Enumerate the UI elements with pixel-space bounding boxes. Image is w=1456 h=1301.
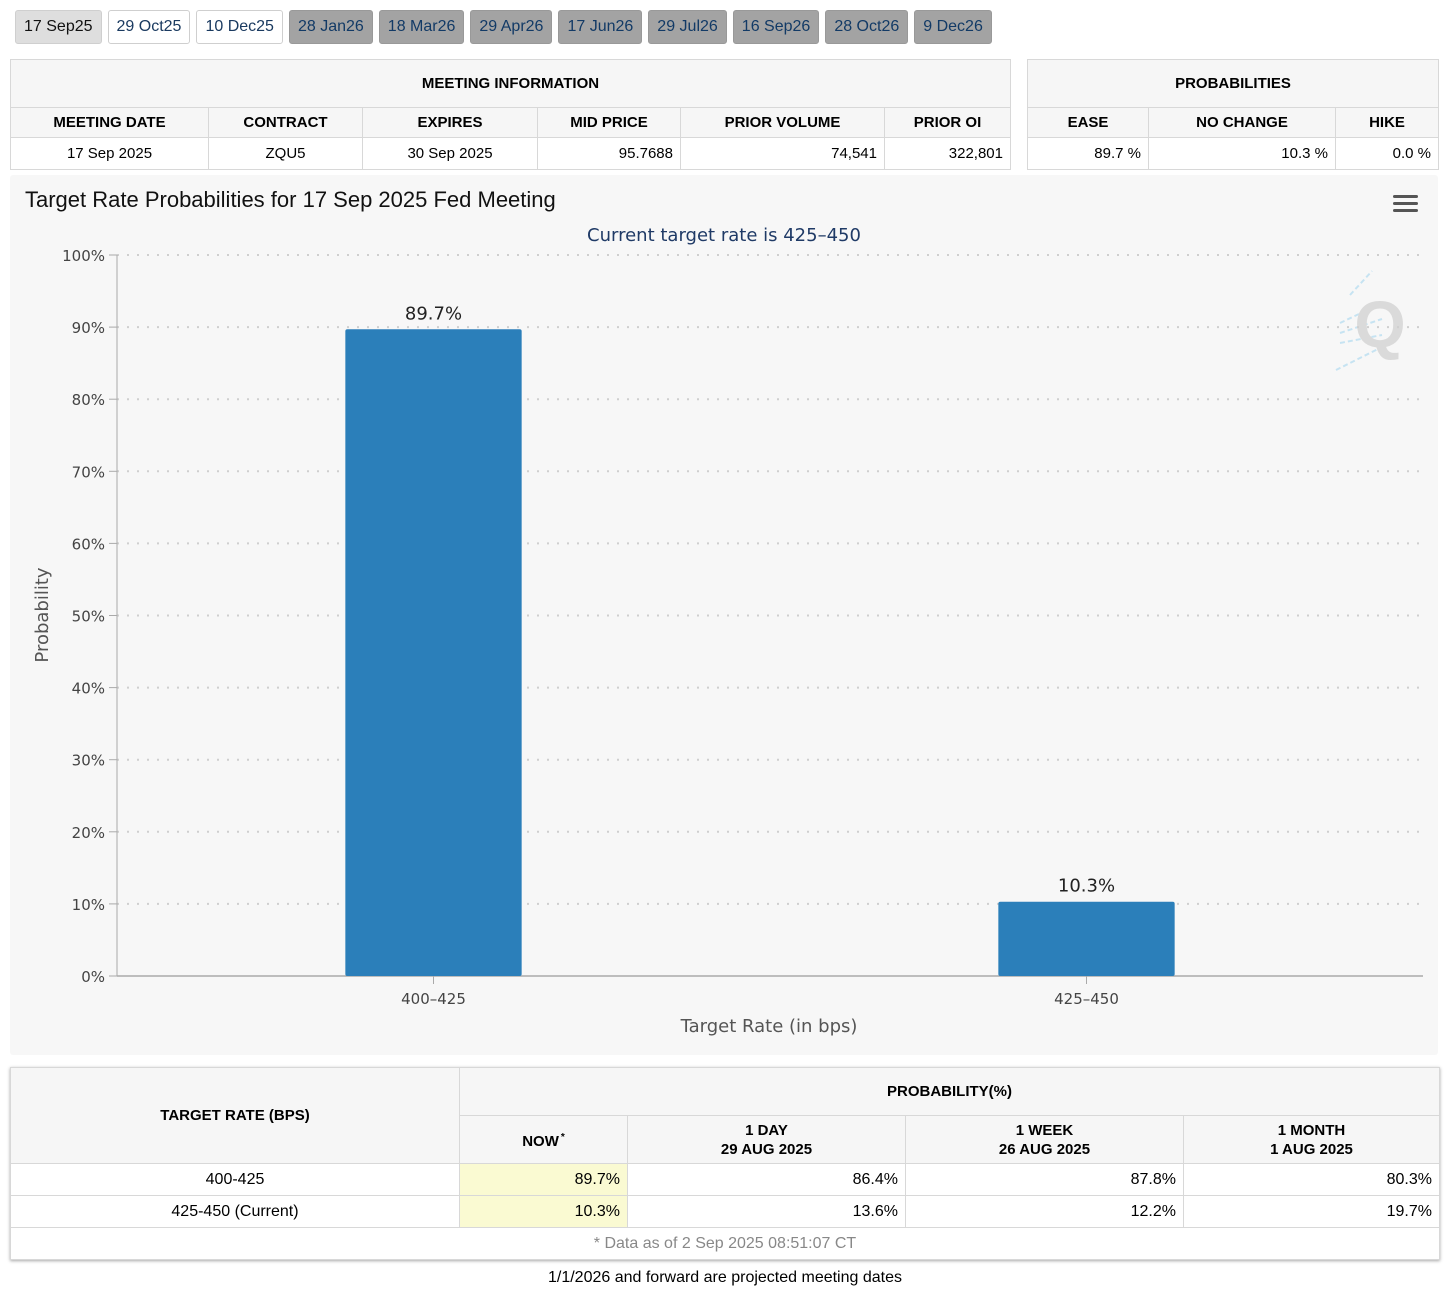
mid-price-value: 95.7688 — [537, 137, 681, 170]
table-row: 425-450 (Current) 10.3% 13.6% 12.2% 19.7… — [10, 1195, 1440, 1228]
meeting-tab[interactable]: 10 Dec25 — [196, 10, 283, 44]
y-tick-label: 20% — [72, 824, 105, 842]
expires-header: EXPIRES — [362, 107, 538, 138]
one-week-value-cell: 12.2% — [905, 1195, 1184, 1228]
no-change-value: 10.3 % — [1148, 137, 1336, 170]
q-logo-icon: Q — [1335, 270, 1406, 371]
now-column-header: NOW * — [459, 1115, 628, 1164]
x-tick-label: 400–425 — [401, 990, 466, 1008]
svg-text:Q: Q — [1354, 287, 1405, 361]
y-tick-label: 30% — [72, 752, 105, 770]
y-tick-label: 80% — [72, 391, 105, 409]
contract-header: CONTRACT — [208, 107, 363, 138]
one-month-column-header: 1 MONTH 1 AUG 2025 — [1183, 1115, 1440, 1164]
target-rate-header: TARGET RATE (BPS) — [10, 1067, 460, 1164]
meeting-information-table: MEETING INFORMATION MEETING DATE CONTRAC… — [10, 59, 1011, 170]
one-day-column-header: 1 DAY 29 AUG 2025 — [627, 1115, 906, 1164]
prior-volume-value: 74,541 — [680, 137, 885, 170]
meeting-tab[interactable]: 18 Mar26 — [378, 10, 465, 44]
hamburger-menu-icon[interactable] — [1390, 193, 1422, 217]
meeting-tab[interactable]: 28 Jan26 — [288, 10, 373, 44]
chart-subtitle: Current target rate is 425–450 — [587, 225, 861, 246]
meeting-tab[interactable]: 29 Jul26 — [648, 10, 727, 44]
probabilities-table: PROBABILITIES EASE NO CHANGE HIKE 89.7 %… — [1027, 59, 1439, 170]
hike-value: 0.0 % — [1335, 137, 1439, 170]
bar-data-label: 10.3% — [1058, 876, 1115, 897]
x-axis-label: Target Rate (in bps) — [680, 1016, 858, 1037]
one-month-value-cell: 80.3% — [1183, 1163, 1440, 1196]
prior-volume-header: PRIOR VOLUME — [680, 107, 885, 138]
target-rate-cell: 400-425 — [10, 1163, 460, 1196]
now-value-cell: 10.3% — [459, 1195, 628, 1228]
y-tick-label: 100% — [62, 247, 105, 265]
ease-value: 89.7 % — [1027, 137, 1149, 170]
hike-header: HIKE — [1335, 107, 1439, 138]
expires-value: 30 Sep 2025 — [362, 137, 538, 170]
y-tick-label: 40% — [72, 680, 105, 698]
meeting-date-header: MEETING DATE — [10, 107, 209, 138]
target-rate-chart-panel: Target Rate Probabilities for 17 Sep 202… — [10, 175, 1438, 1055]
probability-history-table: TARGET RATE (BPS) PROBABILITY(%) NOW * 1 … — [10, 1067, 1440, 1260]
bar — [998, 901, 1175, 976]
one-day-date: 29 AUG 2025 — [720, 1140, 813, 1158]
data-timestamp-footnote: * Data as of 2 Sep 2025 08:51:07 CT — [10, 1227, 1440, 1260]
y-axis-label: Probability — [32, 567, 53, 662]
now-value-cell: 89.7% — [459, 1163, 628, 1196]
mid-price-header: MID PRICE — [537, 107, 681, 138]
one-week-title: 1 WEEK — [1015, 1121, 1074, 1139]
one-week-date: 26 AUG 2025 — [998, 1140, 1091, 1158]
y-tick-label: 10% — [72, 896, 105, 914]
meeting-tab[interactable]: 28 Oct26 — [825, 10, 909, 44]
bar-data-label: 89.7% — [405, 303, 462, 324]
probability-header: PROBABILITY(%) — [459, 1067, 1440, 1116]
target-rate-cell: 425-450 (Current) — [10, 1195, 460, 1228]
meeting-tab[interactable]: 29 Apr26 — [470, 10, 553, 44]
meeting-tab[interactable]: 17 Jun26 — [558, 10, 643, 44]
meeting-tab[interactable]: 9 Dec26 — [914, 10, 992, 44]
bar — [345, 329, 522, 976]
meeting-date-tabs: 17 Sep25 29 Oct25 10 Dec25 28 Jan26 18 Mar26… — [15, 10, 992, 44]
meeting-tab[interactable]: 16 Sep26 — [732, 10, 820, 44]
prior-oi-value: 322,801 — [884, 137, 1011, 170]
meeting-date-value: 17 Sep 2025 — [10, 137, 209, 170]
chart-gridlines — [117, 254, 1423, 905]
one-day-value-cell: 86.4% — [627, 1163, 906, 1196]
probabilities-title: PROBABILITIES — [1027, 59, 1439, 108]
y-tick-label: 90% — [72, 319, 105, 337]
now-column-title: NOW — [522, 1132, 559, 1150]
meeting-tab[interactable]: 29 Oct25 — [107, 10, 191, 44]
x-tick-label: 425–450 — [1054, 990, 1119, 1008]
y-tick-label: 0% — [81, 968, 105, 986]
one-month-date: 1 AUG 2025 — [1270, 1140, 1353, 1158]
one-month-title: 1 MONTH — [1277, 1121, 1346, 1139]
projected-dates-note: 1/1/2026 and forward are projected meeti… — [547, 1269, 902, 1286]
x-axis-ticks: 400–425 425–450 — [401, 976, 1119, 1008]
meeting-information-title: MEETING INFORMATION — [10, 59, 1011, 108]
y-tick-label: 50% — [72, 608, 105, 626]
one-week-value-cell: 87.8% — [905, 1163, 1184, 1196]
one-week-column-header: 1 WEEK 26 AUG 2025 — [905, 1115, 1184, 1164]
chart-title: Target Rate Probabilities for 17 Sep 202… — [25, 187, 556, 212]
one-month-value-cell: 19.7% — [1183, 1195, 1440, 1228]
target-rate-bar-chart: Target Rate Probabilities for 17 Sep 202… — [25, 187, 1423, 1037]
prior-oi-header: PRIOR OI — [884, 107, 1011, 138]
contract-value: ZQU5 — [208, 137, 363, 170]
table-row: 400-425 89.7% 86.4% 87.8% 80.3% — [10, 1163, 1440, 1196]
no-change-header: NO CHANGE — [1148, 107, 1336, 138]
now-asterisk: * — [560, 1131, 565, 1143]
one-day-value-cell: 13.6% — [627, 1195, 906, 1228]
y-tick-label: 70% — [72, 463, 105, 481]
ease-header: EASE — [1027, 107, 1149, 138]
chart-bars: 89.7% 10.3% — [345, 303, 1175, 976]
meeting-tab[interactable]: 17 Sep25 — [15, 10, 102, 44]
y-tick-label: 60% — [72, 535, 105, 553]
y-axis-ticks: 0% 10% 20% 30% 40% 50% 60% 70% 80% 90% 100% — [62, 247, 117, 986]
one-day-title: 1 DAY — [745, 1121, 788, 1139]
